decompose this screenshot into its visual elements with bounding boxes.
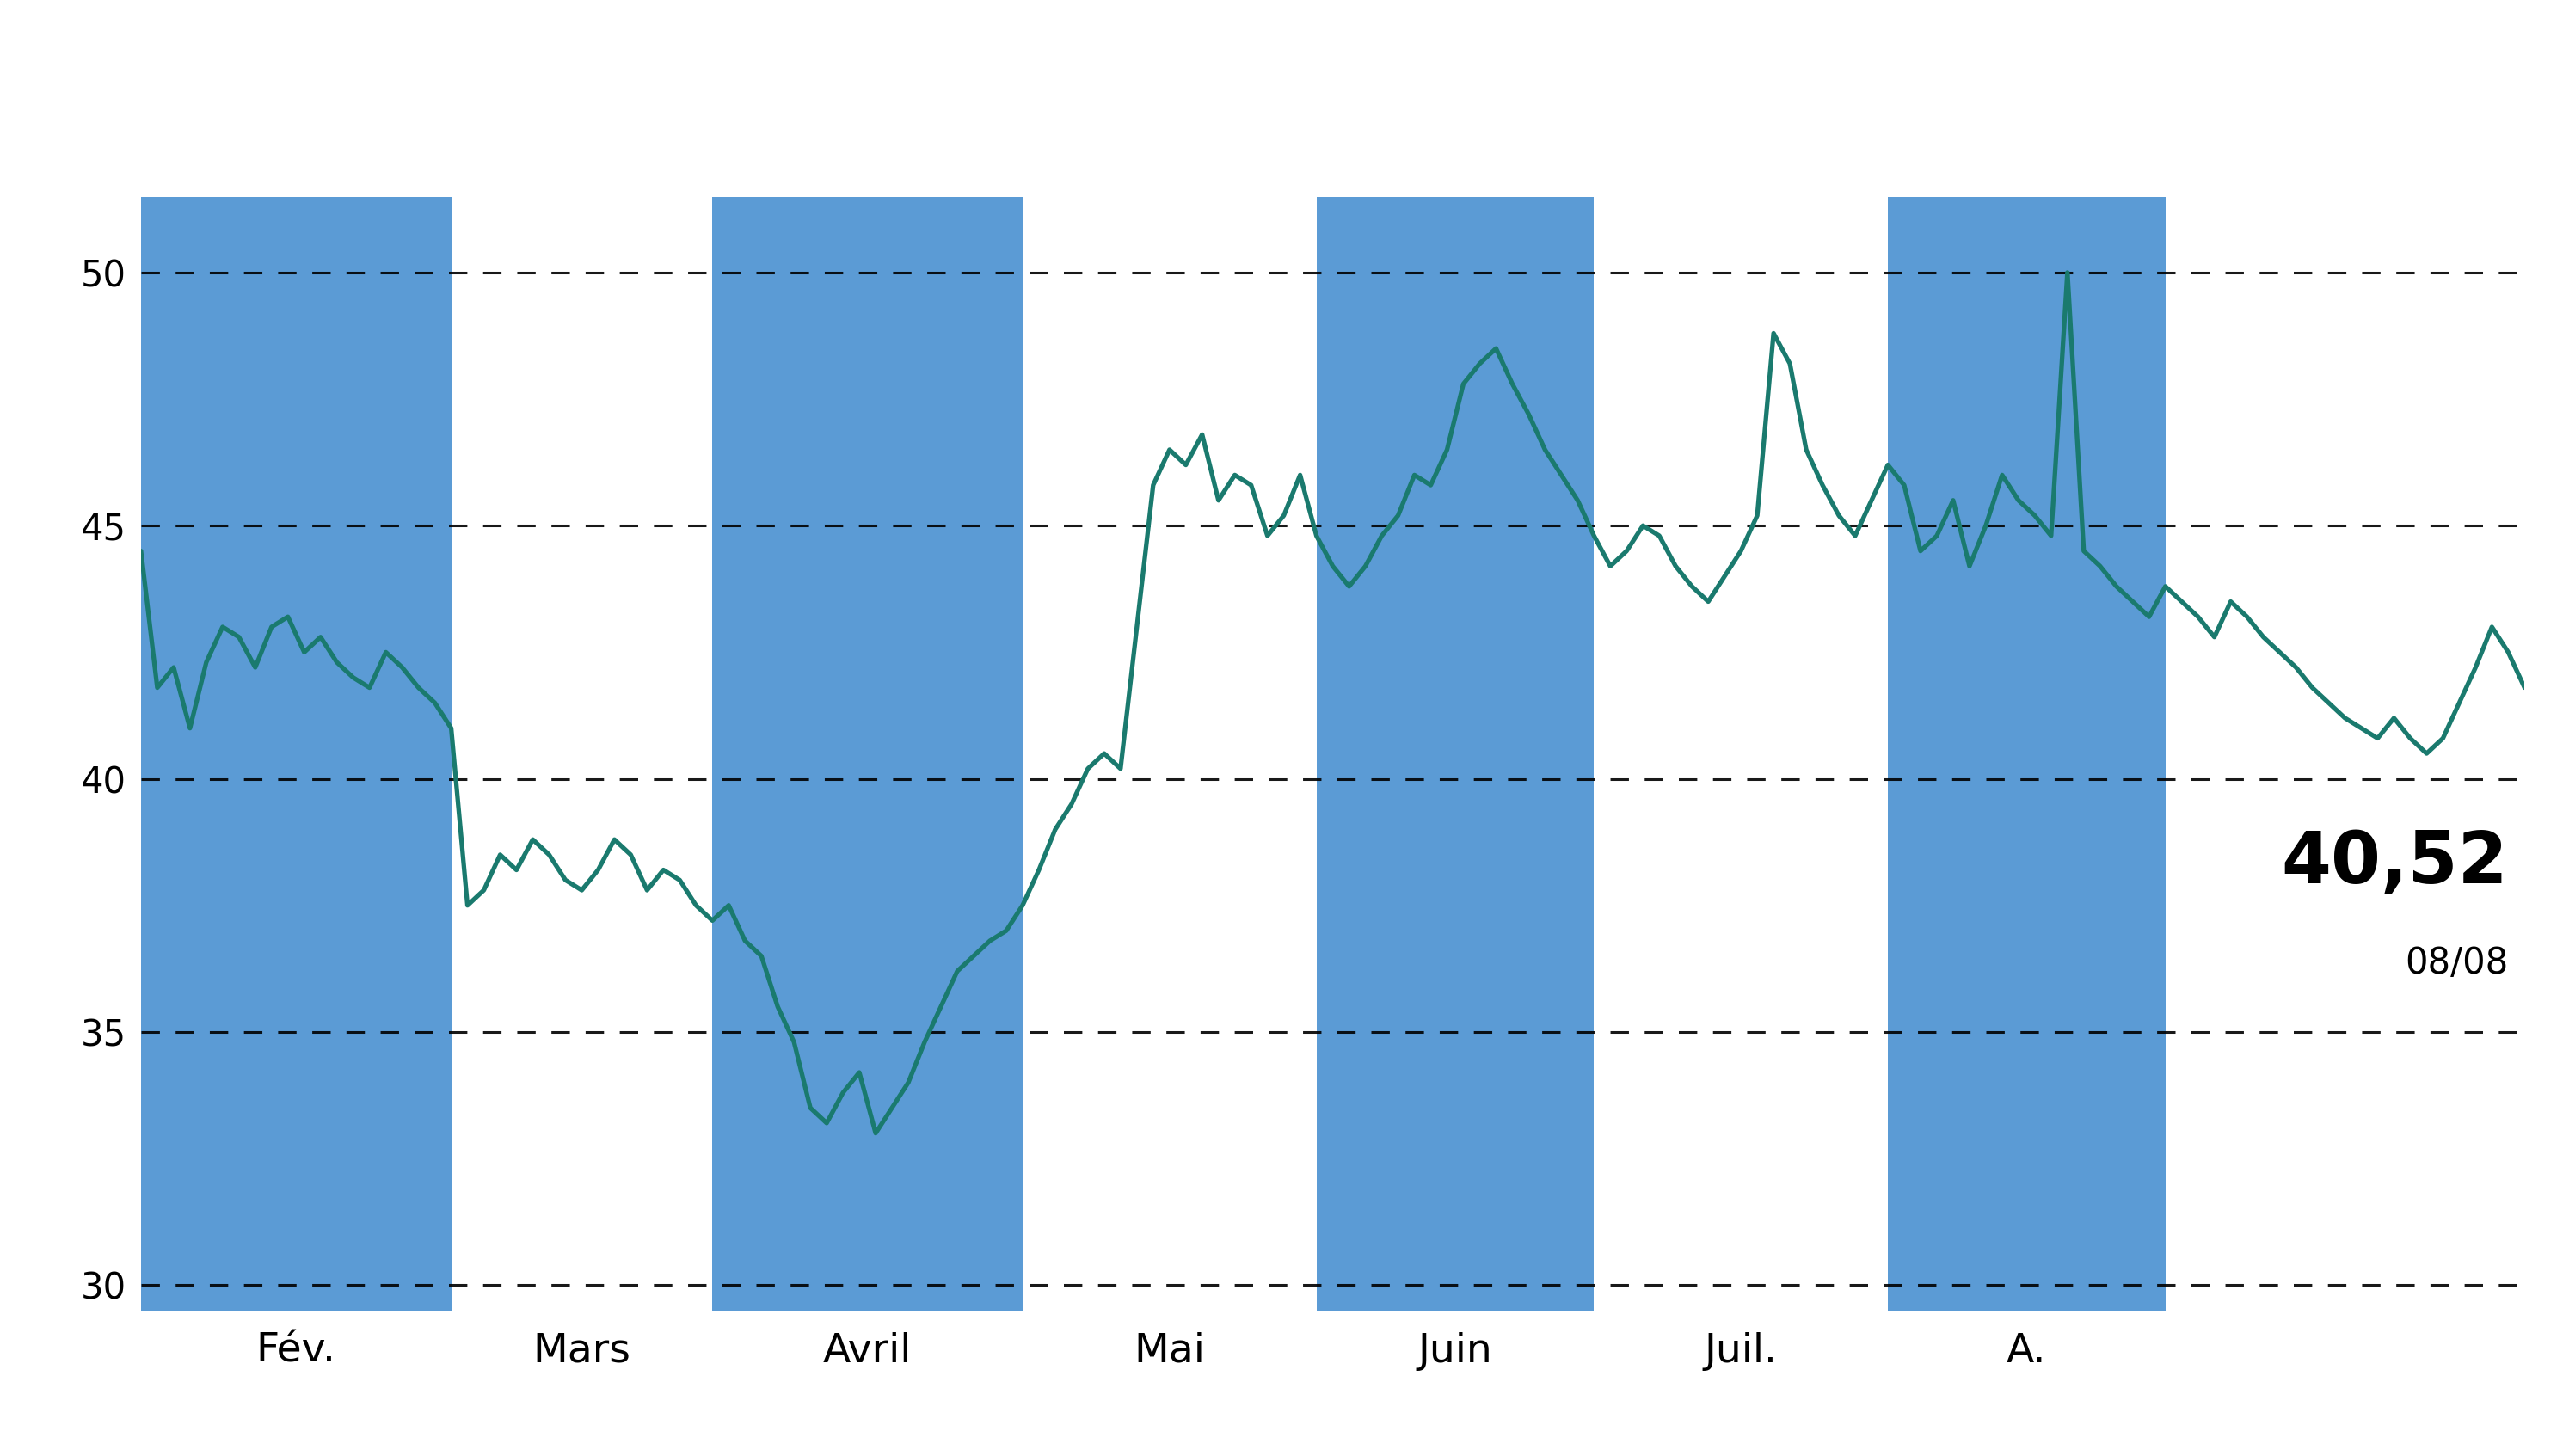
Text: 08/08: 08/08	[2404, 945, 2509, 981]
Bar	[141, 197, 451, 1310]
Bar	[713, 197, 1023, 1310]
Text: 40,52: 40,52	[2281, 828, 2509, 898]
Bar	[1889, 197, 2166, 1310]
Text: Eckert & Ziegler Strahlen- und Medizintechnik AG: Eckert & Ziegler Strahlen- und Medizinte…	[77, 44, 2486, 128]
Bar	[1317, 197, 1594, 1310]
